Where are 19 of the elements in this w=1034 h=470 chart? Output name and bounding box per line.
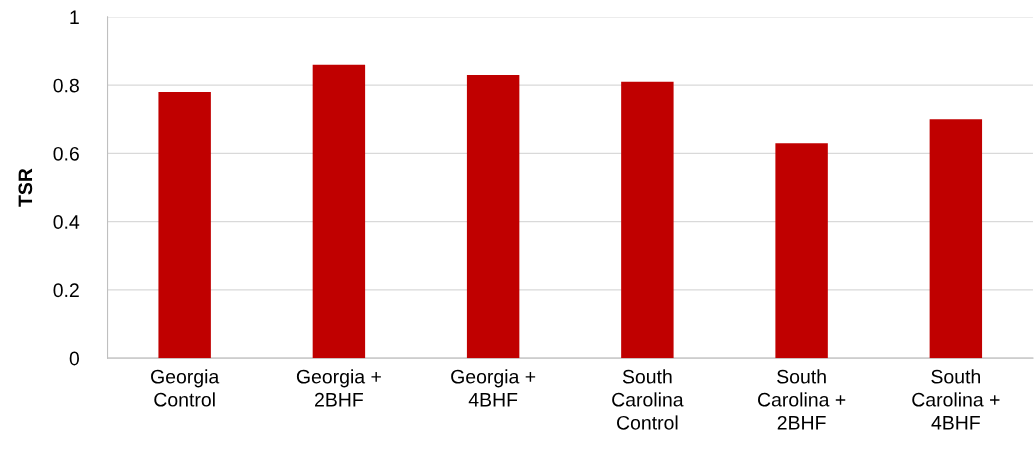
bar (621, 81, 674, 359)
y-tick-label: 0.6 (53, 146, 79, 161)
y-axis-title: TSR (18, 168, 33, 207)
x-tick-label: South Carolina + 4BHF (912, 369, 1000, 430)
x-tick-label: Georgia + 2BHF (296, 369, 381, 407)
bar (312, 64, 366, 359)
bar (158, 91, 211, 359)
bar (466, 74, 520, 359)
y-tick-label: 0 (69, 351, 79, 366)
x-tick-label: Georgia Control (151, 369, 220, 407)
bar (929, 119, 983, 359)
x-tick-label: Georgia + 4BHF (451, 369, 536, 407)
bar (775, 143, 828, 359)
x-tick-label: South Carolina Control (612, 369, 684, 430)
x-tick-label: South Carolina + 2BHF (758, 369, 846, 430)
y-tick-label: 0.4 (53, 215, 80, 229)
y-tick-label: 1 (70, 10, 79, 24)
y-tick-label: 0.8 (53, 78, 79, 93)
y-tick-label: 0.2 (53, 283, 79, 298)
